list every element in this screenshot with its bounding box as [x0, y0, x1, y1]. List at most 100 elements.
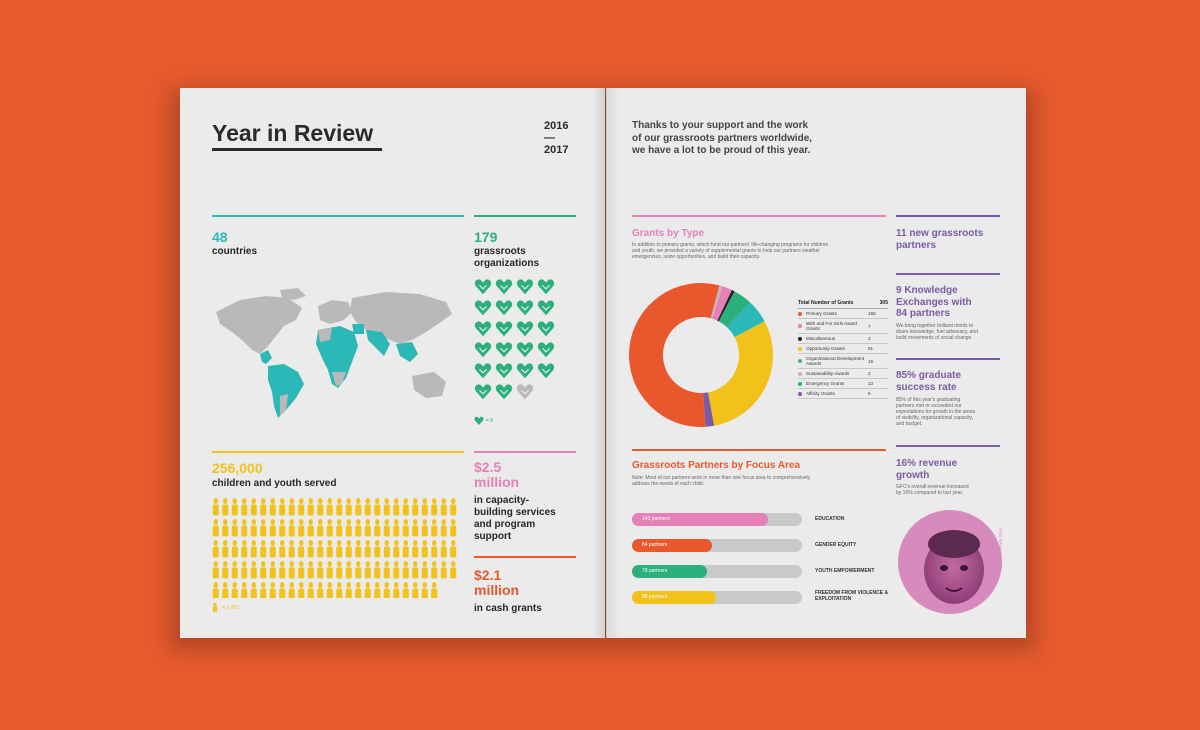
focus-bar-chart: 143 partners EDUCATION 84 partners GENDER E…: [632, 513, 902, 613]
person-icon: [345, 519, 352, 537]
capacity-rule: [474, 451, 576, 453]
cash-label: in cash grants: [474, 603, 542, 614]
person-icon: [364, 519, 371, 537]
person-icon: [288, 498, 295, 516]
focus-note-line-2: address the needs of each child.: [632, 481, 704, 487]
person-icon: [288, 540, 295, 558]
person-icon: [336, 582, 343, 598]
children-label: children and youth served: [212, 478, 337, 489]
revenue-stat: 16% revenue growth: [896, 458, 957, 481]
legend-value: 91: [868, 346, 874, 351]
graduate-line1: 85% graduate: [896, 370, 962, 381]
donut-slice: [712, 286, 732, 321]
person-legend-icon: [212, 603, 218, 612]
grants-legend-row: Organizational Development Awards 16: [798, 354, 888, 369]
grants-desc-line-1: In addition to primary grants, which fun…: [632, 242, 829, 248]
person-icon: [393, 582, 400, 598]
person-icon: [383, 540, 390, 558]
person-icon: [431, 582, 438, 598]
person-icon: [440, 498, 447, 516]
legend-dot: [798, 391, 802, 396]
focus-bar-label: 143 partners: [642, 516, 671, 522]
person-icon: [364, 561, 371, 579]
grants-legend: Total Number of Grants 305 Primary Grant…: [798, 300, 888, 399]
person-icon: [269, 561, 276, 579]
focus-bar-track: 84 partners: [632, 539, 802, 552]
legend-dot: [798, 371, 802, 376]
focus-bar-label: 84 partners: [642, 542, 668, 548]
person-icon: [431, 519, 438, 537]
knowledge-line3: 84 partners: [896, 308, 950, 319]
person-icon: [412, 561, 419, 579]
grants-legend-row: Emergency Grants 13: [798, 379, 888, 389]
central-america-shape: [260, 350, 272, 364]
legend-dot: [798, 346, 802, 351]
focus-bar-label: 88 partners: [642, 594, 668, 600]
person-icon: [250, 561, 257, 579]
grants-legend-rows: Primary Grants 168 With and For Girls Awar…: [798, 309, 888, 399]
person-icon: [241, 498, 248, 516]
person-icon: [260, 582, 267, 598]
person-icon: [317, 498, 324, 516]
legend-value: 2: [868, 336, 871, 341]
donut-slice: [629, 283, 720, 427]
capacity-value: $2.5 million: [474, 460, 519, 490]
revenue-desc: GFC's overall revenue increased by 16% c…: [896, 484, 1002, 496]
person-icon: [326, 540, 333, 558]
person-icon: [345, 540, 352, 558]
person-icon: [250, 540, 257, 558]
revenue-desc-2: by 16% compared to last year.: [896, 490, 964, 496]
person-icon: [260, 498, 267, 516]
capacity-value-line1: $2.5: [474, 459, 502, 475]
greenland-shape: [280, 288, 306, 300]
person-icon: [374, 582, 381, 598]
south-africa-shape: [332, 372, 346, 386]
person-icon: [450, 540, 457, 558]
knowledge-desc-1: We bring together brilliant minds to: [896, 323, 974, 329]
north-africa-shape: [318, 328, 332, 342]
person-icon: [269, 498, 276, 516]
children-value: 256,000: [212, 460, 263, 476]
person-icon: [269, 582, 276, 598]
person-icon: [279, 498, 286, 516]
australia-shape: [412, 372, 446, 398]
intro-line-2: of our grassroots partners worldwide,: [632, 132, 813, 144]
orgs-label-line1: grassroots: [474, 246, 526, 257]
grants-donut-chart: [629, 283, 773, 427]
cash-value-line1: $2.1: [474, 567, 502, 583]
person-icon: [212, 540, 219, 558]
book-gutter: [592, 88, 620, 638]
revenue-line1: 16% revenue: [896, 458, 958, 469]
countries-rule: [212, 215, 464, 217]
left-page: Year in Review 2016 — 2017 48 countries …: [180, 88, 605, 638]
person-icon: [288, 519, 295, 537]
south-asia-shape: [366, 330, 390, 356]
person-icon: [288, 582, 295, 598]
person-icon: [355, 519, 362, 537]
person-icon: [431, 540, 438, 558]
person-icon: [402, 498, 409, 516]
person-icon: [450, 561, 457, 579]
person-icon: [241, 561, 248, 579]
person-icon: [241, 540, 248, 558]
south-america-south-shape: [280, 394, 288, 416]
person-icon: [317, 561, 324, 579]
legend-dot: [798, 324, 802, 328]
person-icon: [222, 540, 229, 558]
person-icon: [355, 498, 362, 516]
heart-icon: [495, 279, 513, 295]
photo-credit: Ph: Kevin Oloo: [998, 527, 1003, 558]
grants-legend-row: With and For Girls Award Grants 7: [798, 319, 888, 334]
person-icon: [421, 561, 428, 579]
heart-icon: [495, 384, 513, 400]
heart-icon: [537, 300, 555, 316]
person-icon: [250, 498, 257, 516]
person-icon: [421, 519, 428, 537]
person-icon: [345, 582, 352, 598]
graduate-desc-1: 85% of this year's graduating: [896, 397, 961, 403]
cash-rule: [474, 556, 576, 558]
world-map: [216, 288, 452, 418]
heart-icon: [474, 384, 492, 400]
person-icon: [421, 498, 428, 516]
partners-rule: [896, 215, 1000, 217]
